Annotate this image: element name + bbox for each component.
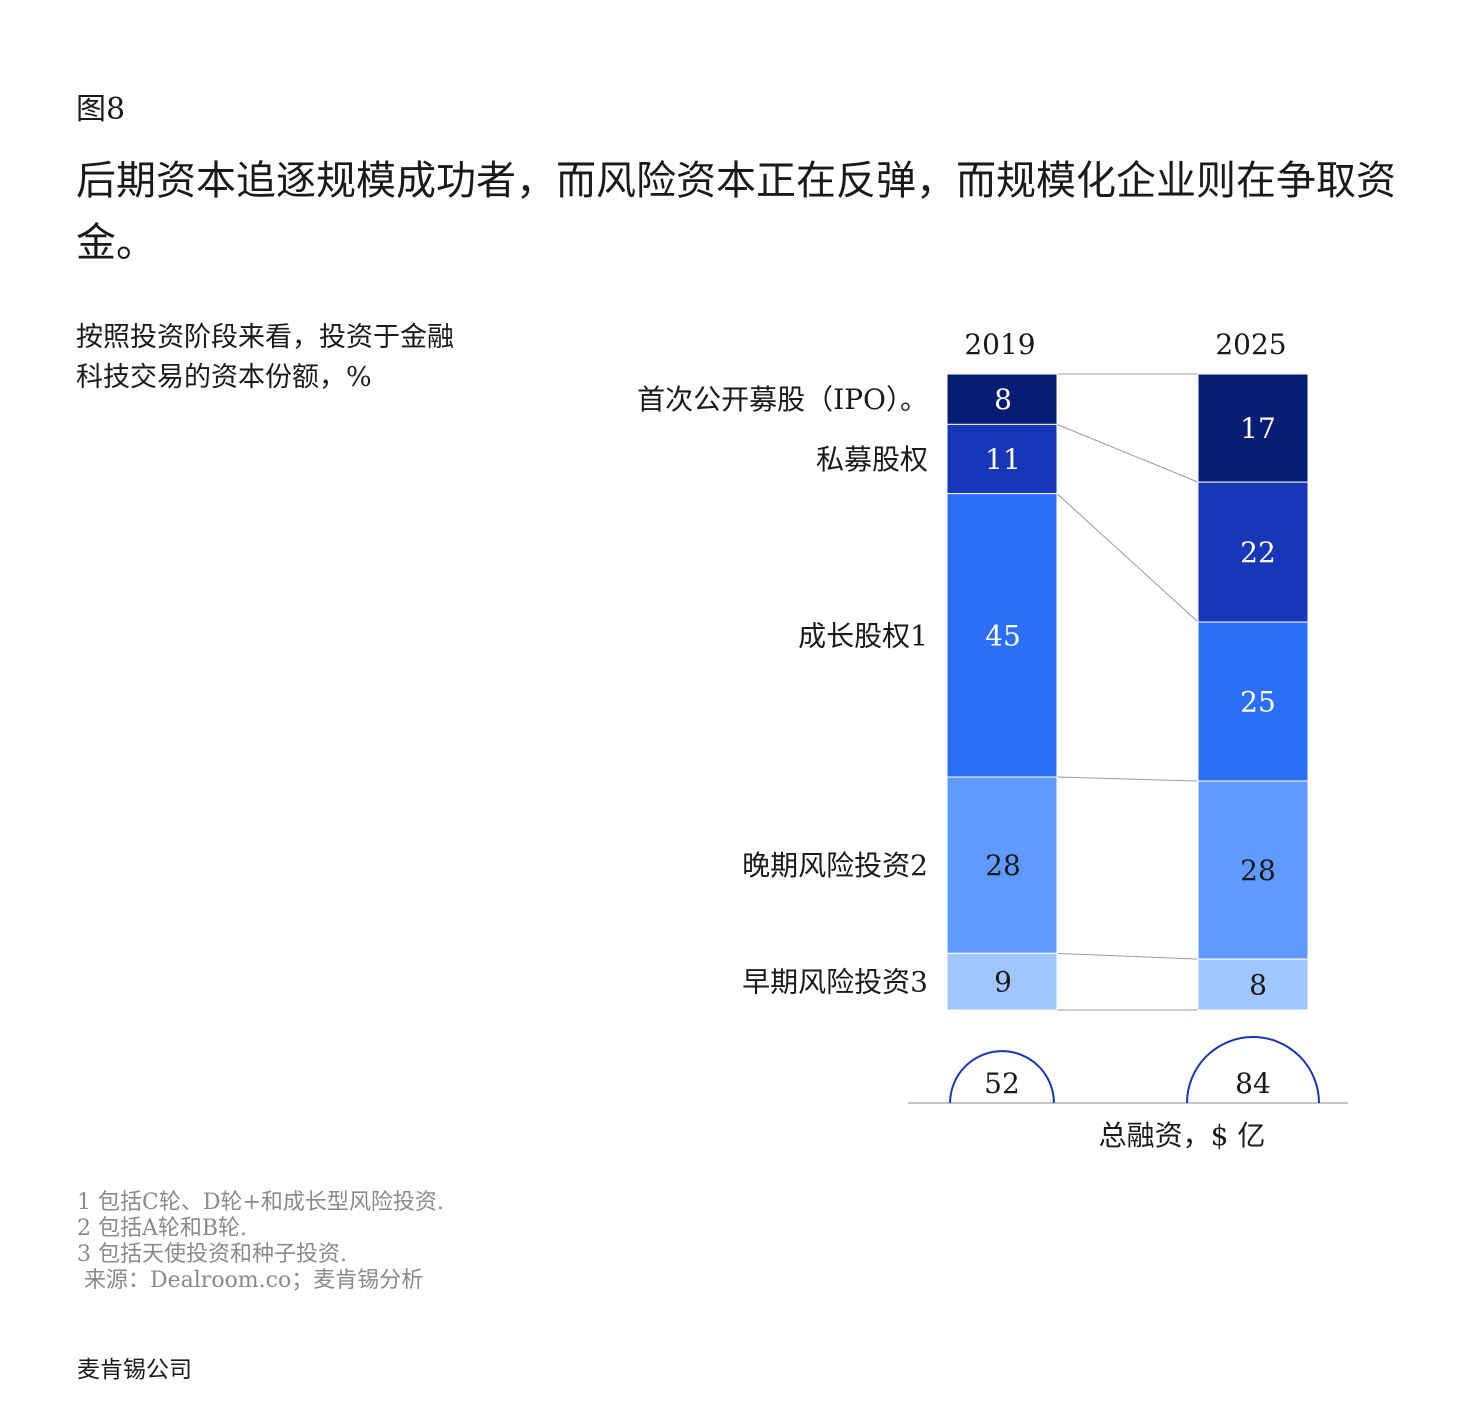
bar-segment [1197,481,1309,623]
footnote-1: 1 包括C轮、D轮+和成长型风险投资. [77,1190,444,1215]
bar-segment [1197,621,1309,782]
company-footer: 麦肯锡公司 [77,1357,192,1383]
totals-axis-label: 总融资，$ 亿 [1099,1119,1266,1152]
chart-title: 后期资本追逐规模成功者，而风险资本正在反弹，而规模化企业则在争取资金。 [76,158,1396,266]
segment-value-label: 8 [994,383,1012,416]
connector-line [1056,952,1199,960]
total-half-circle [949,1050,1055,1104]
footnote-2: 2 包括A轮和B轮. [77,1216,248,1241]
total-half-circle [1186,1036,1320,1104]
segment-value-label: 28 [985,849,1021,882]
segment-value-label: 28 [1240,854,1276,887]
year-label: 2025 [1215,328,1286,361]
bar-segment [1197,780,1309,960]
segment-value-label: 11 [985,443,1021,476]
bar-segment [946,952,1058,1011]
bar-segment [946,373,1058,425]
segment-value-label: 8 [1249,969,1267,1002]
segment-value-label: 17 [1240,412,1276,445]
series-label: 成长股权1 [798,619,928,652]
segment-value-label: 22 [1240,536,1276,569]
year-label: 2019 [964,328,1035,361]
chart-subtitle: 按照投资阶段来看，投资于金融科技交易的资本份额，% [76,322,454,393]
connector-line [1056,493,1199,623]
bar-segment [1197,373,1309,483]
segment-value-label: 25 [1240,686,1276,719]
series-label: 晚期风险投资2 [742,849,928,882]
stacked-bar-chart: 2019 8 11 45 28 9 2025 17 22 25 28 8 首次公开募股（IPO）。私募股… [637,328,1348,1152]
bar-segment [946,493,1058,778]
footnote-3: 3 包括天使投资和种子投资. [77,1242,347,1267]
series-label: 早期风险投资3 [742,966,928,999]
connector-line [1056,776,1199,782]
connector-line [1056,423,1199,483]
series-label: 首次公开募股（IPO）。 [637,383,928,416]
segment-value-label: 9 [994,966,1012,999]
segment-value-label: 45 [985,619,1021,652]
exhibit-label: 图8 [76,92,126,127]
bar-segment [946,776,1058,954]
total-value-label: 84 [1235,1067,1271,1100]
series-label: 私募股权 [816,443,928,476]
total-value-label: 52 [984,1067,1020,1100]
bar-segment [946,423,1058,495]
bar-segment [1197,958,1309,1011]
source-note: 来源：Dealroom.co；麦肯锡分析 [77,1268,424,1293]
footnotes: 1 包括C轮、D轮+和成长型风险投资. 2 包括A轮和B轮. 3 包括天使投资和… [77,1190,444,1294]
